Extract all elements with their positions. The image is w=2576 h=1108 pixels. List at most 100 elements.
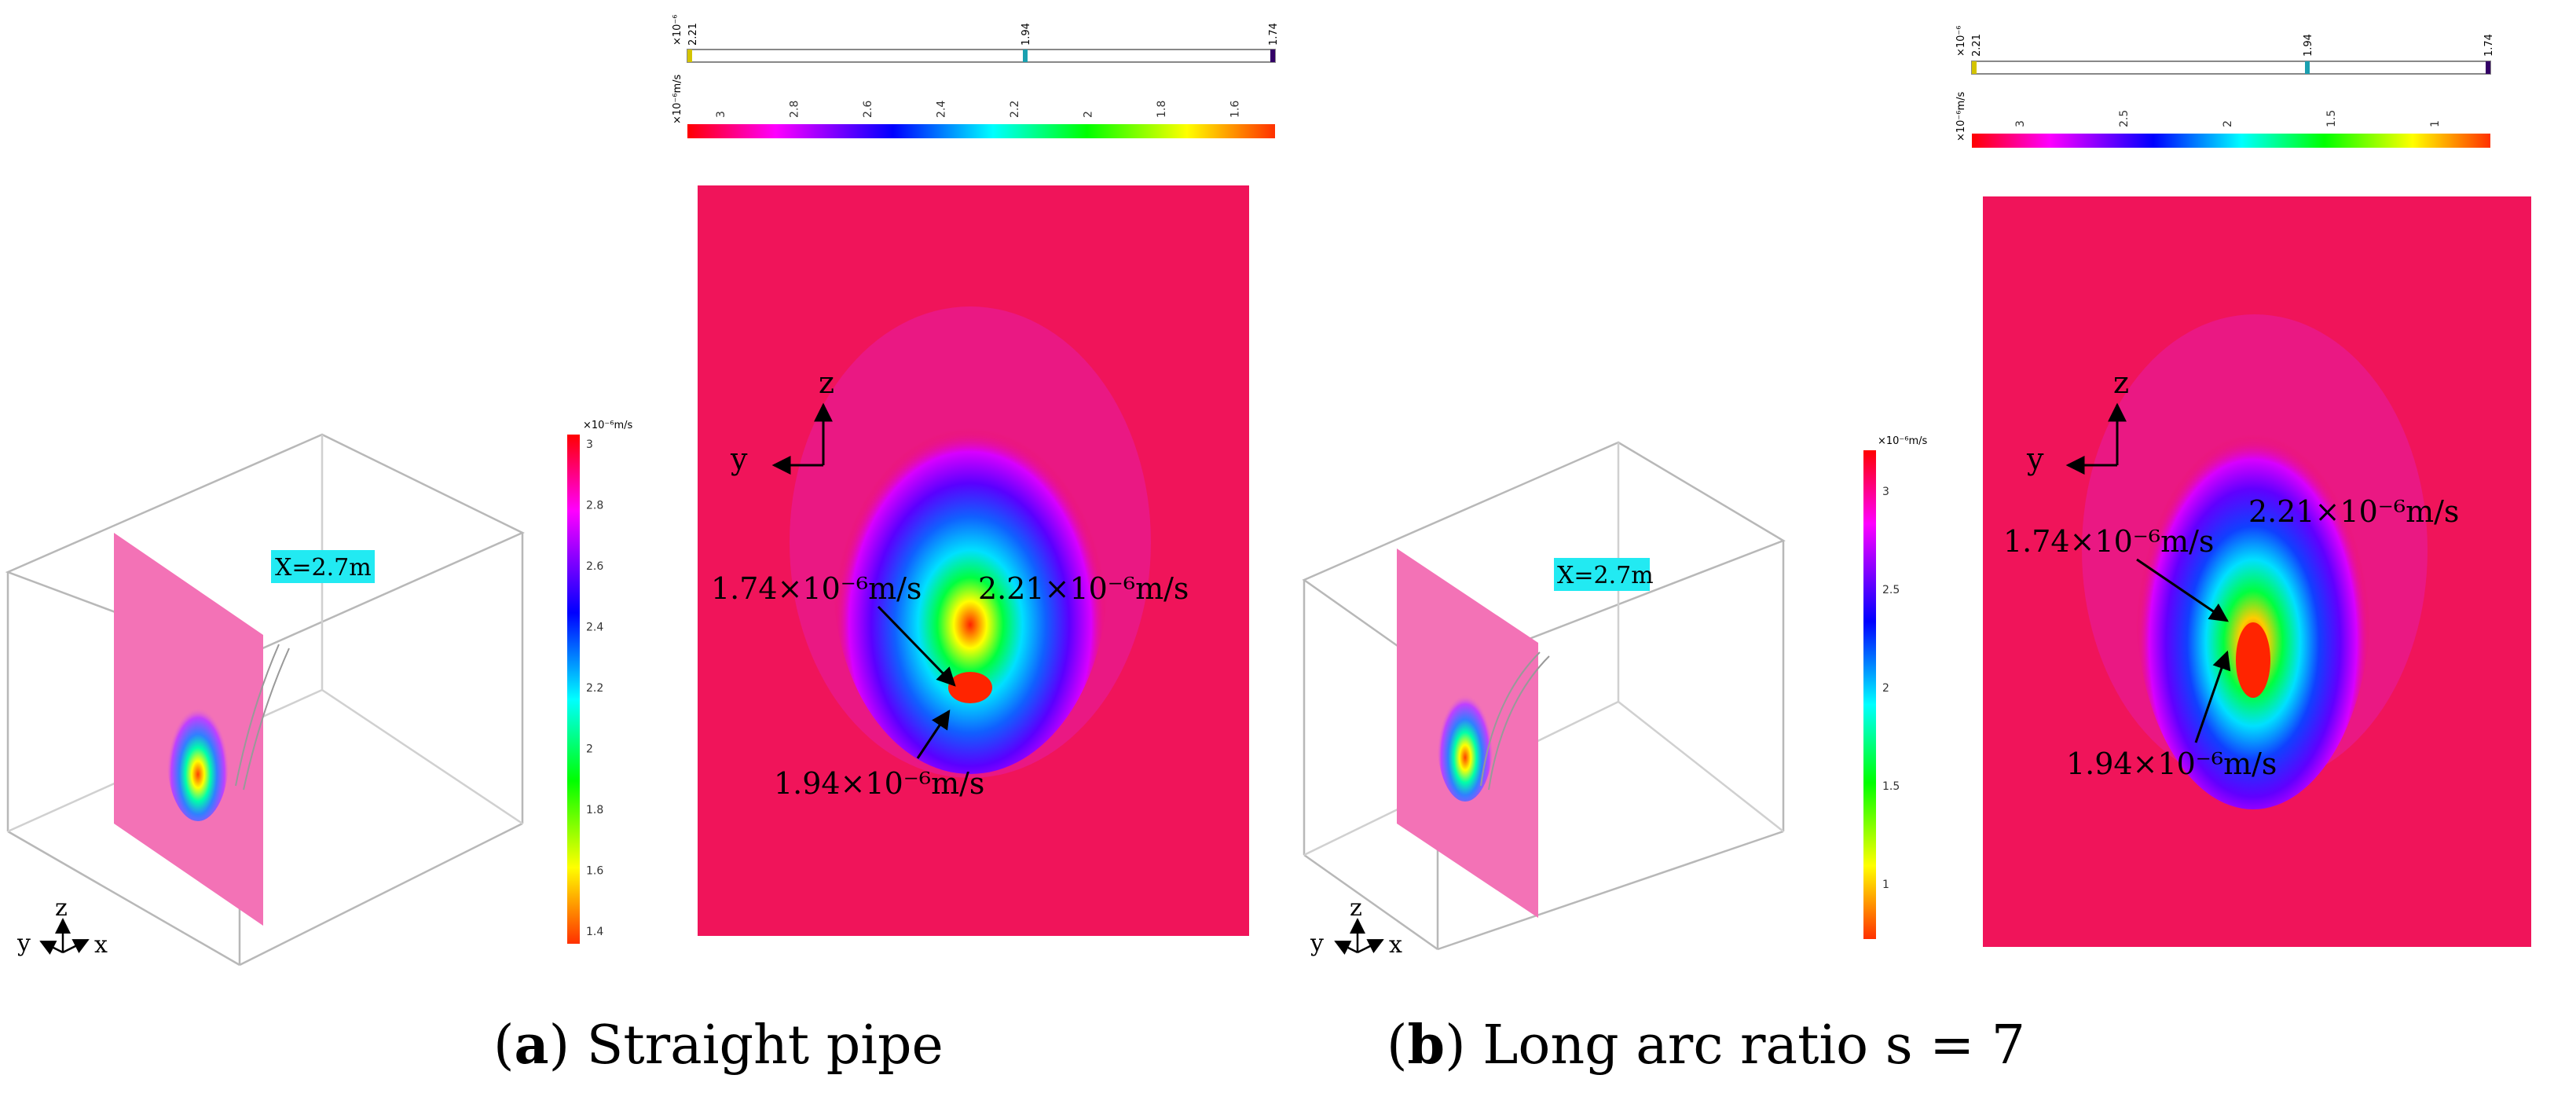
slice-label-bg-b: [1554, 558, 1650, 591]
color-tick-label: 3: [715, 111, 727, 118]
mini-axis-x-b: x: [1389, 931, 1402, 959]
vertical-tick-label: 1.5: [1882, 780, 1900, 793]
vertical-tick-label: 2.2: [586, 682, 603, 695]
iso-tick-194-b: 1.94: [2303, 34, 2314, 57]
pipe-a: [235, 644, 290, 791]
iso-tick-174-a: 1.74: [1268, 23, 1280, 46]
color-scale-bar-a: [687, 124, 1275, 138]
arrow-174-a: [877, 605, 956, 687]
vertical-colorbar-unit-a: ×10⁻⁶m/s: [583, 420, 633, 431]
panel-a: X=2.7m z x y ×10⁻⁶m/s 3 2.8 2.6 2.4 2.2 2 1.8 1…: [5, 14, 1280, 967]
color-tick-label: 2.6: [862, 101, 874, 118]
iso-unit-b: ×10⁻⁶: [1955, 25, 1967, 57]
core-a: [948, 672, 992, 703]
iso-tick-221-a: 2.21: [687, 23, 699, 46]
slice-label-a: X=2.7m: [275, 554, 372, 582]
vertical-ticks-b: 3 2.5 2 1.5 1: [1882, 486, 1900, 891]
slice-label-b: X=2.7m: [1557, 562, 1654, 589]
mini-axis-z-b: z: [1350, 894, 1362, 922]
field-axes-a: [771, 402, 833, 475]
field-axis-z-a: z: [819, 365, 834, 400]
plume-b: [2135, 393, 2371, 809]
mini-axis-y-a: y: [16, 930, 31, 957]
vertical-colorbar-unit-b: ×10⁻⁶m/s: [1878, 435, 1928, 447]
color-tick-label: 1.6: [1229, 101, 1241, 118]
caption-text-a: Straight pipe: [586, 1014, 944, 1077]
iso-tick-174-b: 1.74: [2483, 34, 2495, 57]
color-scale-unit-a: ×10⁻⁶m/s: [672, 74, 683, 124]
iso-mark-174-b: [2486, 61, 2490, 74]
annotation-174-b: 1.74×10⁻⁶m/s: [2003, 524, 2214, 559]
annotation-221-b: 2.21×10⁻⁶m/s: [2248, 494, 2459, 529]
arrow-194-a: [916, 710, 951, 759]
color-tick-label: 3: [2014, 120, 2027, 127]
annotation-194-b: 1.94×10⁻⁶m/s: [2066, 747, 2277, 781]
color-tick-label: 2.4: [935, 101, 947, 118]
slice-plume-a: [167, 688, 229, 821]
iso-mark-194-b: [2305, 61, 2310, 74]
color-tick-label: 2.5: [2118, 110, 2131, 127]
slice-label-bg-a: [271, 550, 375, 583]
vertical-tick-label: 2.4: [586, 622, 603, 634]
mini-axes-b: [1334, 918, 1384, 955]
vertical-tick-label: 3: [1882, 486, 1889, 498]
vertical-ticks-a: 3 2.8 2.6 2.4 2.2 2 1.8 1.6 1.4: [586, 438, 603, 938]
vertical-tick-label: 1.4: [586, 926, 603, 938]
iso-unit-a: ×10⁻⁶: [672, 14, 683, 46]
color-scale-bar-b: [1972, 134, 2490, 148]
color-ticks-b: 3 2.5 2 1.5 1: [2014, 110, 2442, 127]
arrow-194-b: [2194, 650, 2231, 743]
vertical-tick-label: 2.5: [1882, 584, 1900, 596]
box-3d-a: [5, 433, 525, 967]
vertical-colorbar-a: [567, 435, 580, 944]
iso-tick-194-a: 1.94: [1021, 23, 1032, 46]
vertical-tick-label: 2: [586, 743, 593, 756]
arrow-174-b: [2136, 558, 2229, 622]
iso-mark-194-a: [1023, 50, 1028, 62]
iso-mark-174-a: [1270, 50, 1275, 62]
pipe-b: [1480, 651, 1550, 791]
color-tick-label: 1: [2429, 120, 2442, 127]
vertical-colorbar-b: [1863, 450, 1876, 939]
iso-mark-221-a: [687, 50, 692, 62]
iso-mark-221-b: [1972, 61, 1977, 74]
mini-axis-x-a: x: [94, 931, 108, 959]
vertical-tick-label: 1.6: [586, 865, 603, 878]
panel-b: X=2.7m z x y ×10⁻⁶m/s 3 2.5 2 1.5 1 ×10⁻⁶ 2.…: [1302, 25, 2531, 959]
annotation-221-a: 2.21×10⁻⁶m/s: [978, 571, 1189, 606]
caption-b: (b) Long arc ratio s = 7: [1387, 1014, 2026, 1077]
caption-letter-b: b: [1407, 1014, 1446, 1077]
mini-axis-y-b: y: [1310, 930, 1324, 957]
mini-axes-a: [39, 918, 90, 955]
color-scale-unit-b: ×10⁻⁶m/s: [1955, 91, 1967, 141]
color-ticks-a: 3 2.8 2.6 2.4 2.2 2 1.8 1.6: [715, 101, 1242, 118]
color-tick-label: 2.2: [1009, 101, 1021, 118]
vertical-tick-label: 1.8: [586, 804, 603, 816]
plume-a: [833, 381, 1108, 774]
annotation-194-a: 1.94×10⁻⁶m/s: [774, 766, 984, 801]
iso-scale-bar-a: [687, 49, 1276, 63]
core-b: [2236, 622, 2270, 698]
color-tick-label: 2: [1082, 111, 1094, 118]
vertical-tick-label: 2.6: [586, 560, 603, 573]
vertical-tick-label: 3: [586, 438, 593, 451]
vertical-tick-label: 1: [1882, 879, 1889, 891]
field-axis-z-b: z: [2113, 365, 2129, 400]
box-3d-b: [1302, 441, 1786, 951]
field-axis-y-b: y: [2026, 442, 2044, 476]
field-axes-b: [2065, 402, 2127, 475]
mini-axis-z-a: z: [55, 894, 68, 922]
annotation-174-a: 1.74×10⁻⁶m/s: [711, 571, 922, 606]
color-tick-label: 2.8: [788, 101, 801, 118]
iso-scale-bar-b: [1971, 61, 2491, 75]
caption-text-b: Long arc ratio s = 7: [1482, 1014, 2026, 1077]
caption-letter-a: a: [514, 1014, 549, 1077]
vertical-tick-label: 2: [1882, 682, 1889, 695]
vertical-tick-label: 2.8: [586, 500, 603, 512]
color-tick-label: 1.8: [1156, 101, 1168, 118]
slice-plume-b: [1437, 676, 1493, 802]
iso-tick-221-b: 2.21: [1971, 34, 1983, 57]
caption-a: (a) Straight pipe: [493, 1014, 944, 1077]
